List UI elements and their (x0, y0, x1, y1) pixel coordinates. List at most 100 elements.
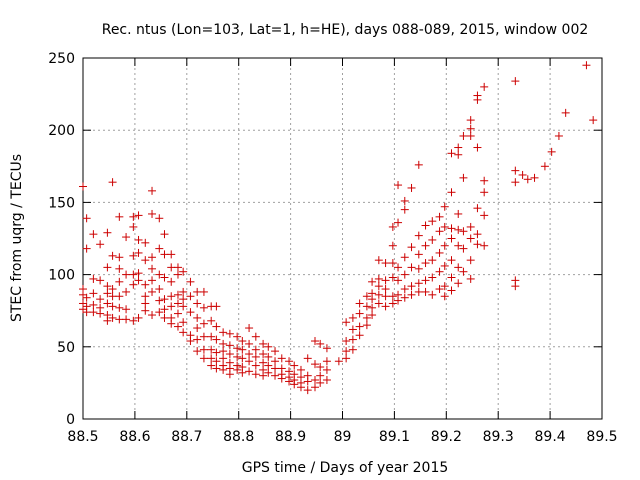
data-point (148, 186, 157, 195)
data-point (225, 329, 234, 338)
data-point (511, 77, 520, 86)
data-point (407, 183, 416, 192)
data-point (148, 264, 157, 273)
data-point (115, 264, 124, 273)
data-point (193, 335, 202, 344)
data-point (440, 261, 449, 270)
data-point (155, 244, 164, 253)
data-point (316, 339, 325, 348)
data-point (421, 287, 430, 296)
data-point (554, 131, 563, 140)
data-point (251, 345, 260, 354)
data-point (271, 364, 280, 373)
data-point (207, 345, 216, 354)
data-point (179, 287, 188, 296)
data-point (134, 269, 143, 278)
data-point (245, 367, 254, 376)
data-point (259, 350, 268, 359)
data-point (103, 299, 112, 308)
data-point (219, 339, 228, 348)
data-point (447, 286, 456, 295)
y-tick-label: 50 (57, 340, 75, 356)
data-point (342, 354, 351, 363)
data-point (316, 371, 325, 380)
data-point (381, 276, 390, 285)
data-point (160, 305, 169, 314)
axis-ticks: 88.5 88.6 88.7 88.8 88.9 89 89.1 89.2 89.3 89.4 89… (48, 51, 617, 445)
data-point (160, 250, 169, 259)
data-point (199, 287, 208, 296)
data-point (355, 309, 364, 318)
data-point (480, 82, 489, 91)
data-point (480, 241, 489, 250)
data-point (122, 287, 131, 296)
data-point (186, 308, 195, 317)
data-point (207, 316, 216, 325)
data-point (96, 276, 105, 285)
x-tick-label: 88.5 (67, 429, 98, 445)
data-point (193, 324, 202, 333)
data-point (245, 324, 254, 333)
data-point (540, 162, 549, 171)
data-point (160, 230, 169, 239)
data-point (296, 365, 305, 374)
data-point (290, 380, 299, 389)
data-point (179, 328, 188, 337)
data-point (82, 244, 91, 253)
data-point (167, 263, 176, 272)
data-point (355, 331, 364, 340)
data-point (212, 348, 221, 357)
data-point (530, 173, 539, 182)
data-point (414, 231, 423, 240)
data-point (89, 289, 98, 298)
data-point (193, 287, 202, 296)
data-point (271, 371, 280, 380)
data-point (421, 221, 430, 230)
data-point (115, 303, 124, 312)
y-tick-label: 250 (48, 51, 75, 67)
data-point (173, 290, 182, 299)
data-point (447, 273, 456, 282)
data-point (160, 313, 169, 322)
data-point (193, 347, 202, 356)
data-point (428, 290, 437, 299)
data-point (129, 270, 138, 279)
data-point (103, 289, 112, 298)
data-point (303, 354, 312, 363)
data-point (348, 325, 357, 334)
data-point (374, 290, 383, 299)
data-point (459, 131, 468, 140)
data-point (368, 303, 377, 312)
data-point (212, 335, 221, 344)
data-point (381, 285, 390, 294)
data-point (310, 383, 319, 392)
data-point (316, 363, 325, 372)
data-point (103, 316, 112, 325)
data-point (466, 234, 475, 243)
data-point (348, 313, 357, 322)
data-point (96, 240, 105, 249)
data-point (561, 108, 570, 117)
data-point (167, 302, 176, 311)
data-point (303, 377, 312, 386)
data-point (207, 332, 216, 341)
data-point (103, 228, 112, 237)
data-point (148, 209, 157, 218)
data-point (219, 365, 228, 374)
data-point (407, 282, 416, 291)
x-tick-label: 88.6 (119, 429, 150, 445)
data-point (179, 267, 188, 276)
data-point (388, 273, 397, 282)
data-point (115, 292, 124, 301)
data-point (414, 287, 423, 296)
data-point (322, 357, 331, 366)
data-point (173, 309, 182, 318)
data-point (435, 227, 444, 236)
data-point (466, 116, 475, 125)
data-point (454, 150, 463, 159)
data-point (186, 337, 195, 346)
data-point (440, 241, 449, 250)
y-tick-label: 0 (66, 412, 75, 428)
data-point (518, 170, 527, 179)
